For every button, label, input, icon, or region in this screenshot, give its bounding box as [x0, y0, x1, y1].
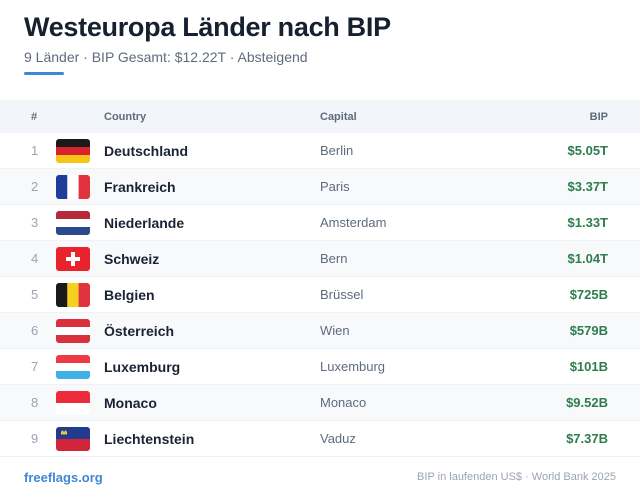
germany-flag-icon	[56, 138, 90, 163]
flag-cell	[56, 426, 104, 451]
gdp-cell: $101B	[569, 359, 608, 374]
gdp-cell: $579B	[569, 323, 608, 338]
table-row: 1 Deutschland Berlin $5.05T	[0, 133, 640, 169]
country-cell: Deutschland	[104, 142, 189, 159]
gdp-cell: $9.52B	[566, 395, 608, 410]
flag-cell	[56, 354, 104, 379]
capital-cell: Brüssel	[320, 287, 364, 302]
country-cell: Schweiz	[104, 250, 160, 267]
flag-cell	[56, 390, 104, 415]
capital-cell: Amsterdam	[320, 215, 387, 230]
column-header-gdp: BIP	[589, 110, 608, 123]
country-cell: Monaco	[104, 394, 157, 411]
gdp-cell: $7.37B	[566, 431, 608, 446]
table-row: 3 Niederlande Amsterdam $1.33T	[0, 205, 640, 241]
monaco-flag-icon	[56, 390, 90, 415]
page-footer: freeflags.org BIP in laufenden US$ · Wor…	[0, 458, 640, 496]
brand-link[interactable]: freeflags.org	[24, 469, 103, 485]
rank-cell: 3	[31, 215, 39, 230]
table-row: 2 Frankreich Paris $3.37T	[0, 169, 640, 205]
rank-cell: 4	[31, 251, 39, 266]
title-accent-bar	[24, 72, 64, 75]
country-cell: Frankreich	[104, 178, 176, 195]
rank-cell: 7	[31, 359, 39, 374]
switzerland-flag-icon	[56, 246, 90, 271]
table-row: 8 Monaco Monaco $9.52B	[0, 385, 640, 421]
capital-cell: Bern	[320, 251, 348, 266]
page-title: Westeuropa Länder nach BIP	[24, 12, 391, 42]
netherlands-flag-icon	[56, 210, 90, 235]
gdp-cell: $1.04T	[567, 251, 608, 266]
capital-cell: Luxemburg	[320, 359, 386, 374]
capital-cell: Monaco	[320, 395, 367, 410]
table-row: 7 Luxemburg Luxemburg $101B	[0, 349, 640, 385]
gdp-cell: $725B	[569, 287, 608, 302]
country-cell: Niederlande	[104, 214, 185, 231]
page-header: Westeuropa Länder nach BIP 9 Länder · BI…	[24, 12, 391, 75]
capital-cell: Vaduz	[320, 431, 356, 446]
rank-cell: 5	[31, 287, 39, 302]
flag-cell	[56, 174, 104, 199]
capital-cell: Paris	[320, 179, 350, 194]
country-cell: Belgien	[104, 286, 155, 303]
flag-cell	[56, 246, 104, 271]
source-note: BIP in laufenden US$ · World Bank 2025	[417, 471, 616, 483]
country-cell: Österreich	[104, 322, 175, 339]
austria-flag-icon	[56, 318, 90, 343]
country-cell: Liechtenstein	[104, 430, 195, 447]
country-cell: Luxemburg	[104, 358, 181, 375]
column-header-country: Country	[104, 110, 147, 123]
rank-cell: 9	[31, 431, 39, 446]
column-header-rank: #	[31, 110, 38, 123]
belgium-flag-icon	[56, 282, 90, 307]
flag-cell	[56, 318, 104, 343]
capital-cell: Berlin	[320, 143, 354, 158]
table-header: # Country Capital BIP	[0, 100, 640, 133]
gdp-cell: $1.33T	[567, 215, 608, 230]
rank-cell: 1	[31, 143, 39, 158]
capital-cell: Wien	[320, 323, 350, 338]
liechtenstein-flag-icon	[56, 426, 90, 451]
gdp-cell: $3.37T	[567, 179, 608, 194]
rank-cell: 6	[31, 323, 39, 338]
france-flag-icon	[56, 174, 90, 199]
table-row: 6 Österreich Wien $579B	[0, 313, 640, 349]
luxembourg-flag-icon	[56, 354, 90, 379]
rank-cell: 2	[31, 179, 39, 194]
flag-cell	[56, 138, 104, 163]
countries-table: # Country Capital BIP 1 Deutschland Berl…	[0, 100, 640, 457]
page-subtitle: 9 Länder · BIP Gesamt: $12.22T · Absteig…	[24, 49, 308, 65]
table-row: 9 Liechtenstein Vaduz $7.37B	[0, 421, 640, 457]
gdp-cell: $5.05T	[567, 143, 608, 158]
flag-cell	[56, 282, 104, 307]
table-row: 4 Schweiz Bern $1.04T	[0, 241, 640, 277]
flag-cell	[56, 210, 104, 235]
rank-cell: 8	[31, 395, 39, 410]
column-header-capital: Capital	[320, 110, 357, 123]
table-row: 5 Belgien Brüssel $725B	[0, 277, 640, 313]
